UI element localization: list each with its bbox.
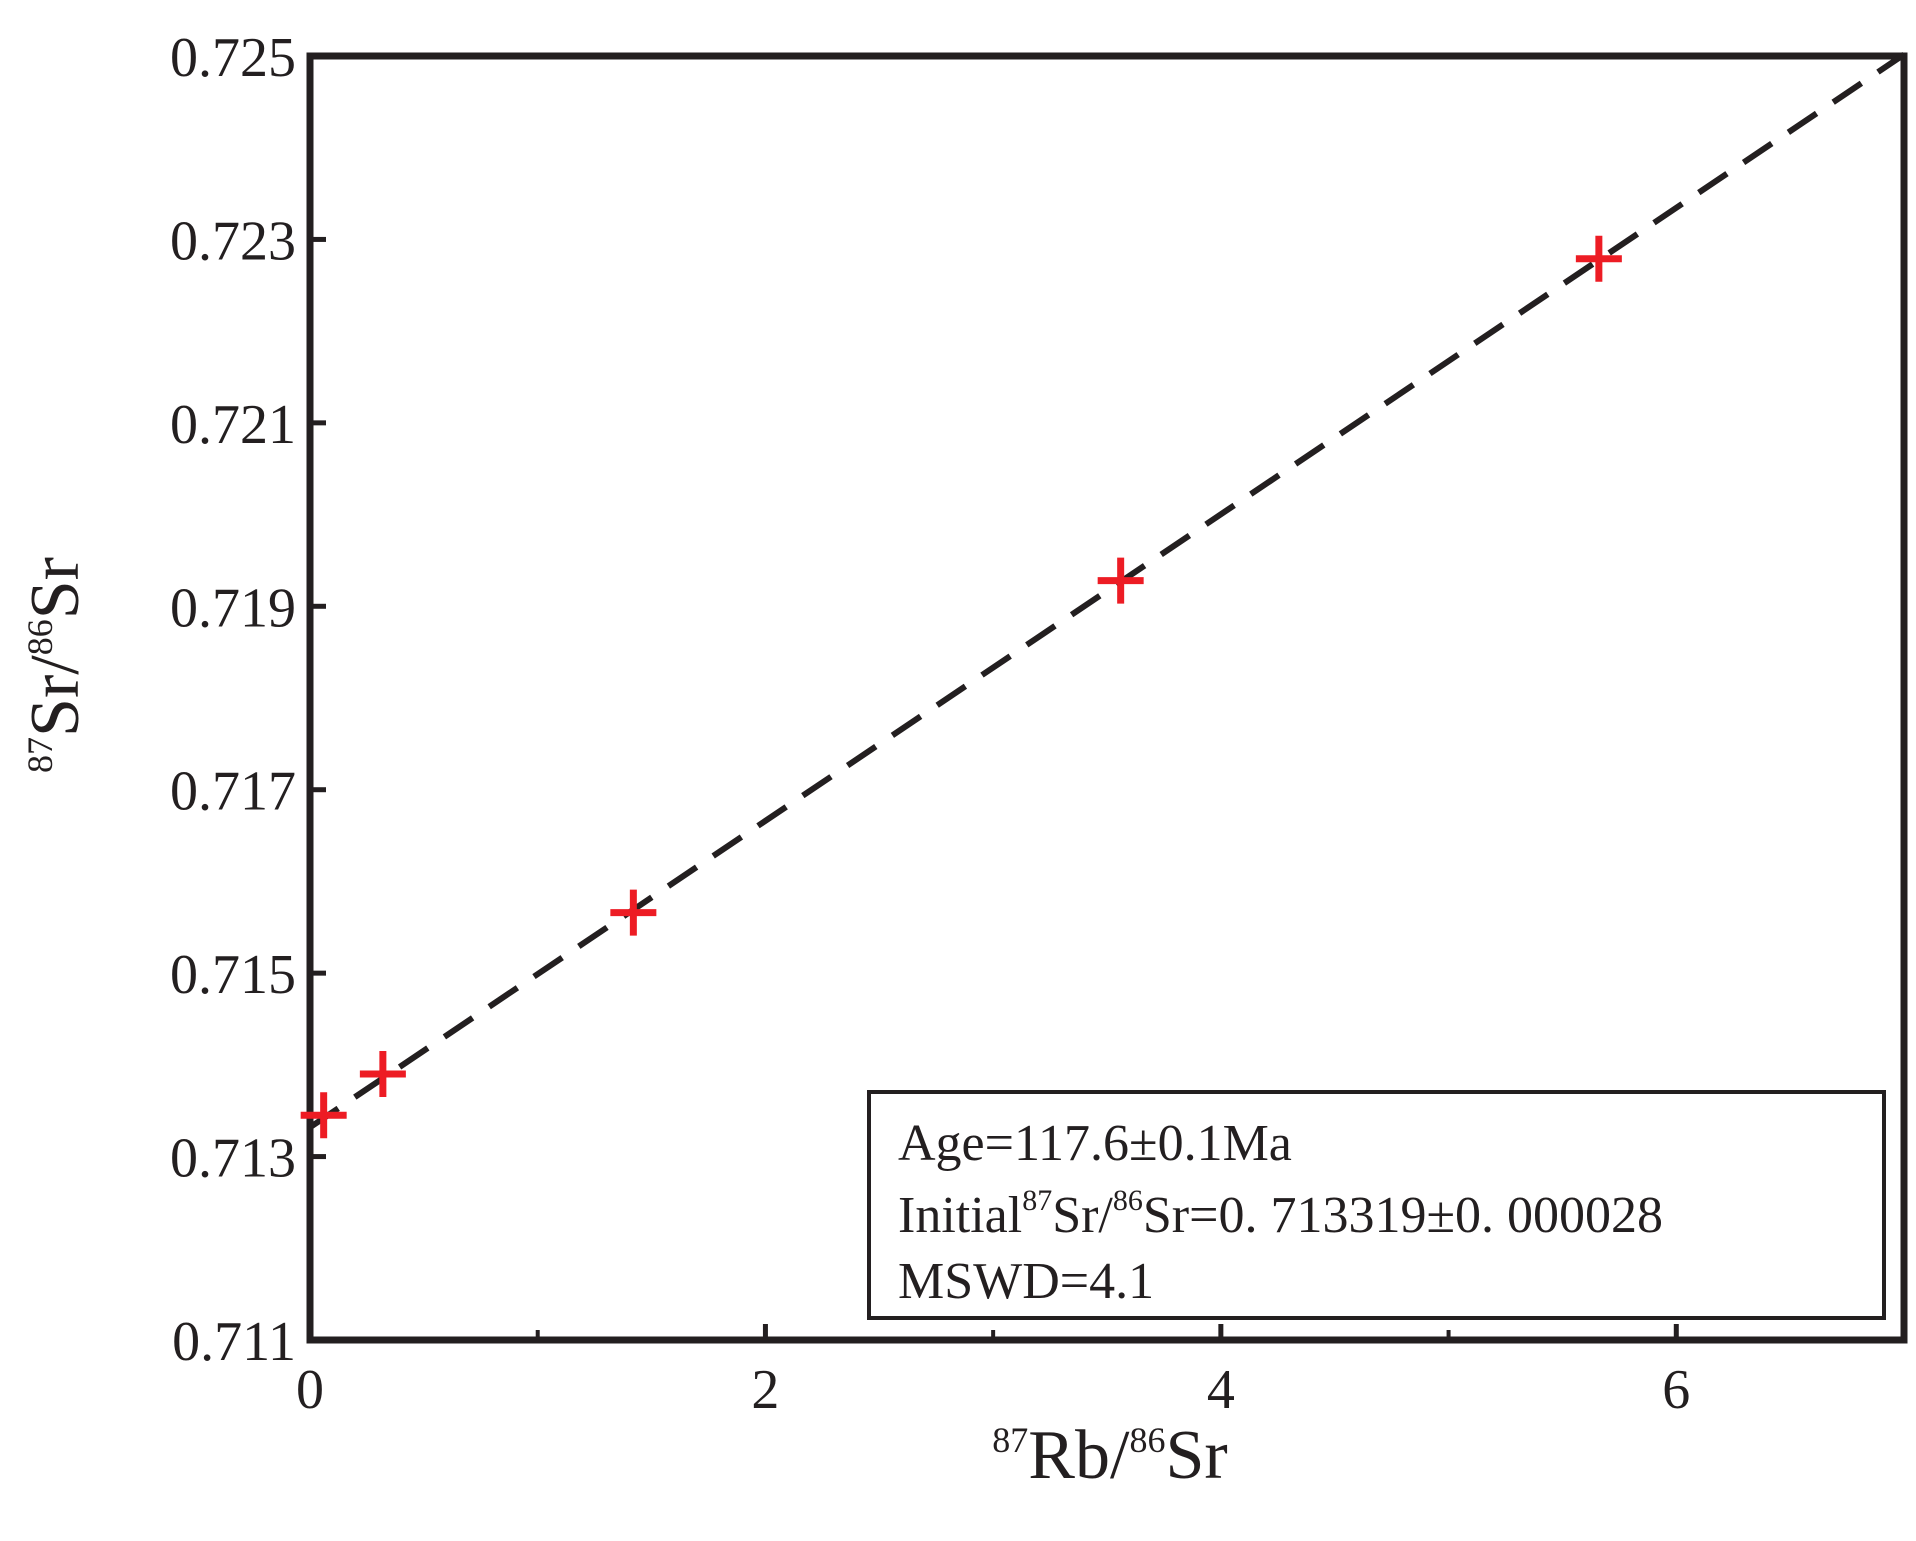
annotation-initial-prefix: Initial xyxy=(898,1187,1022,1244)
y-axis-title-sup2: 86 xyxy=(20,619,60,655)
x-tick-label: 6 xyxy=(1662,1359,1690,1421)
annotation-mswd: MSWD=4.1 xyxy=(898,1253,1154,1310)
data-point xyxy=(610,889,657,936)
annotation-box: Age=117.6±0.1Ma Initial87Sr/86Sr=0. 7133… xyxy=(867,1090,1886,1320)
data-point xyxy=(300,1092,347,1139)
x-tick-label: 2 xyxy=(751,1359,779,1421)
y-tick-label: 0.719 xyxy=(170,577,296,639)
y-tick-label: 0.723 xyxy=(170,210,296,272)
y-tick-label: 0.717 xyxy=(170,761,296,823)
data-point xyxy=(359,1051,406,1098)
y-axis-title: 87Sr/86Sr xyxy=(17,557,94,773)
annotation-initial-sup2: 86 xyxy=(1113,1184,1143,1217)
annotation-age: Age=117.6±0.1Ma xyxy=(898,1115,1292,1172)
annotation-box-frame xyxy=(867,1090,1886,1320)
data-marks xyxy=(300,52,1906,1139)
x-axis-title-part1: Rb/ xyxy=(1028,1417,1130,1494)
x-axis-title-sup1: 87 xyxy=(992,1420,1028,1460)
y-tick-label: 0.715 xyxy=(170,944,296,1006)
y-tick-label: 0.713 xyxy=(170,1128,296,1190)
y-axis-title-part2: Sr xyxy=(17,557,94,619)
y-tick-label: 0.725 xyxy=(170,27,296,89)
x-tick-label: 4 xyxy=(1207,1359,1235,1421)
y-tick-label: 0.711 xyxy=(172,1311,296,1373)
y-tick-label: 0.721 xyxy=(170,394,296,456)
x-axis-title-part2: Sr xyxy=(1165,1417,1227,1494)
annotation-initial-sup1: 87 xyxy=(1022,1184,1052,1217)
data-point xyxy=(1097,557,1144,604)
x-axis-title: 87Rb/86Sr xyxy=(992,1417,1227,1494)
data-point xyxy=(1575,235,1622,282)
annotation-initial-ratio: Initial87Sr/86Sr=0. 713319±0. 000028 xyxy=(898,1184,1663,1244)
y-axis-title-sup1: 87 xyxy=(20,737,60,773)
y-axis-title-part1: Sr/ xyxy=(17,655,94,737)
annotation-initial-suffix: Sr=0. 713319±0. 000028 xyxy=(1143,1187,1663,1244)
axis-ticks: 0 2 4 6 0.711 0.713 0.715 0.717 0.719 0.721 0.723 0… xyxy=(170,27,1690,1421)
x-tick-label: 0 xyxy=(296,1359,324,1421)
annotation-initial-mid: Sr/ xyxy=(1052,1187,1113,1244)
x-axis-title-sup2: 86 xyxy=(1129,1420,1165,1460)
